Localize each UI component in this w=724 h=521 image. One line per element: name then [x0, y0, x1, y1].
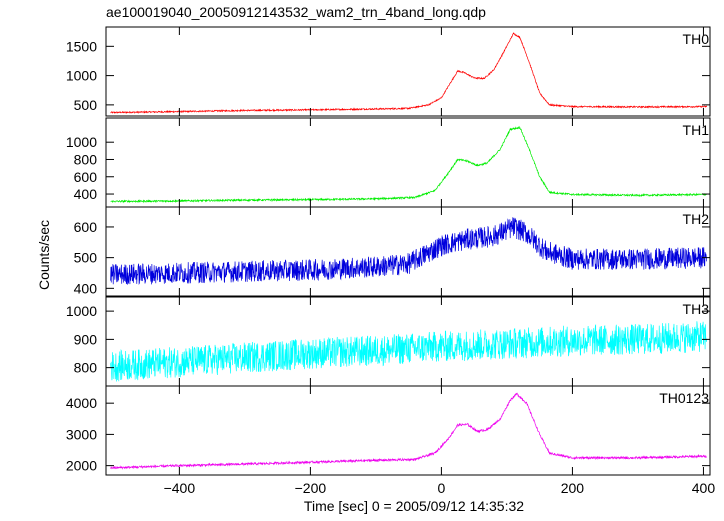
y-tick-label: 900 — [74, 331, 98, 347]
y-tick-label: 800 — [74, 151, 98, 167]
y-tick-label: 500 — [74, 97, 98, 113]
panel-frame — [105, 26, 711, 117]
x-tick-label: 400 — [692, 480, 716, 496]
y-tick-label: 600 — [74, 169, 98, 185]
x-axis-label: Time [sec] 0 = 2005/09/12 14:35:32 — [304, 498, 524, 514]
y-tick-label: 2000 — [66, 458, 97, 474]
panel-label-th0123: TH0123 — [659, 390, 709, 406]
panel-label-th3: TH3 — [683, 301, 710, 317]
y-tick-label: 400 — [74, 186, 98, 202]
y-tick-label: 1500 — [66, 38, 97, 54]
series-line-th1 — [110, 125, 707, 204]
panel-frame — [105, 206, 711, 297]
panel-th0123: 2000 3000 4000 TH0123 — [66, 385, 711, 476]
x-axis-ticks: −400 −200 0 200 400 — [164, 480, 716, 496]
x-tick-label: −400 — [164, 480, 196, 496]
panel-th0: 500 1000 1500 TH0 — [66, 26, 711, 117]
y-tick-label: 400 — [74, 280, 98, 296]
y-tick-label: 3000 — [66, 426, 97, 442]
y-tick-label: 1000 — [66, 303, 97, 319]
y-tick-label: 600 — [74, 219, 98, 235]
panel-label-th1: TH1 — [683, 122, 710, 138]
series-line-th3 — [110, 321, 708, 382]
panel-label-th2: TH2 — [683, 211, 710, 227]
panel-frame — [105, 117, 711, 208]
x-tick-label: 200 — [561, 480, 585, 496]
y-tick-label: 500 — [74, 250, 98, 266]
x-tick-label: −200 — [295, 480, 327, 496]
panel-label-th0: TH0 — [683, 31, 710, 47]
y-tick-label: 1000 — [66, 134, 97, 150]
chart-title: ae100019040_20050912143532_wam2_trn_4ban… — [106, 4, 486, 20]
y-tick-label: 4000 — [66, 395, 97, 411]
y-tick-label: 1000 — [66, 68, 97, 84]
series-line-th2 — [110, 217, 708, 285]
panel-th3: 800 900 1000 TH3 — [66, 296, 711, 387]
x-tick-label: 0 — [438, 480, 446, 496]
panel-th2: 400 500 600 TH2 — [74, 206, 711, 297]
panel-frame — [105, 385, 711, 476]
series-line-th0123 — [110, 392, 707, 470]
series-line-th0 — [110, 32, 708, 114]
y-axis-label: Counts/sec — [36, 220, 52, 290]
y-tick-label: 800 — [74, 360, 98, 376]
